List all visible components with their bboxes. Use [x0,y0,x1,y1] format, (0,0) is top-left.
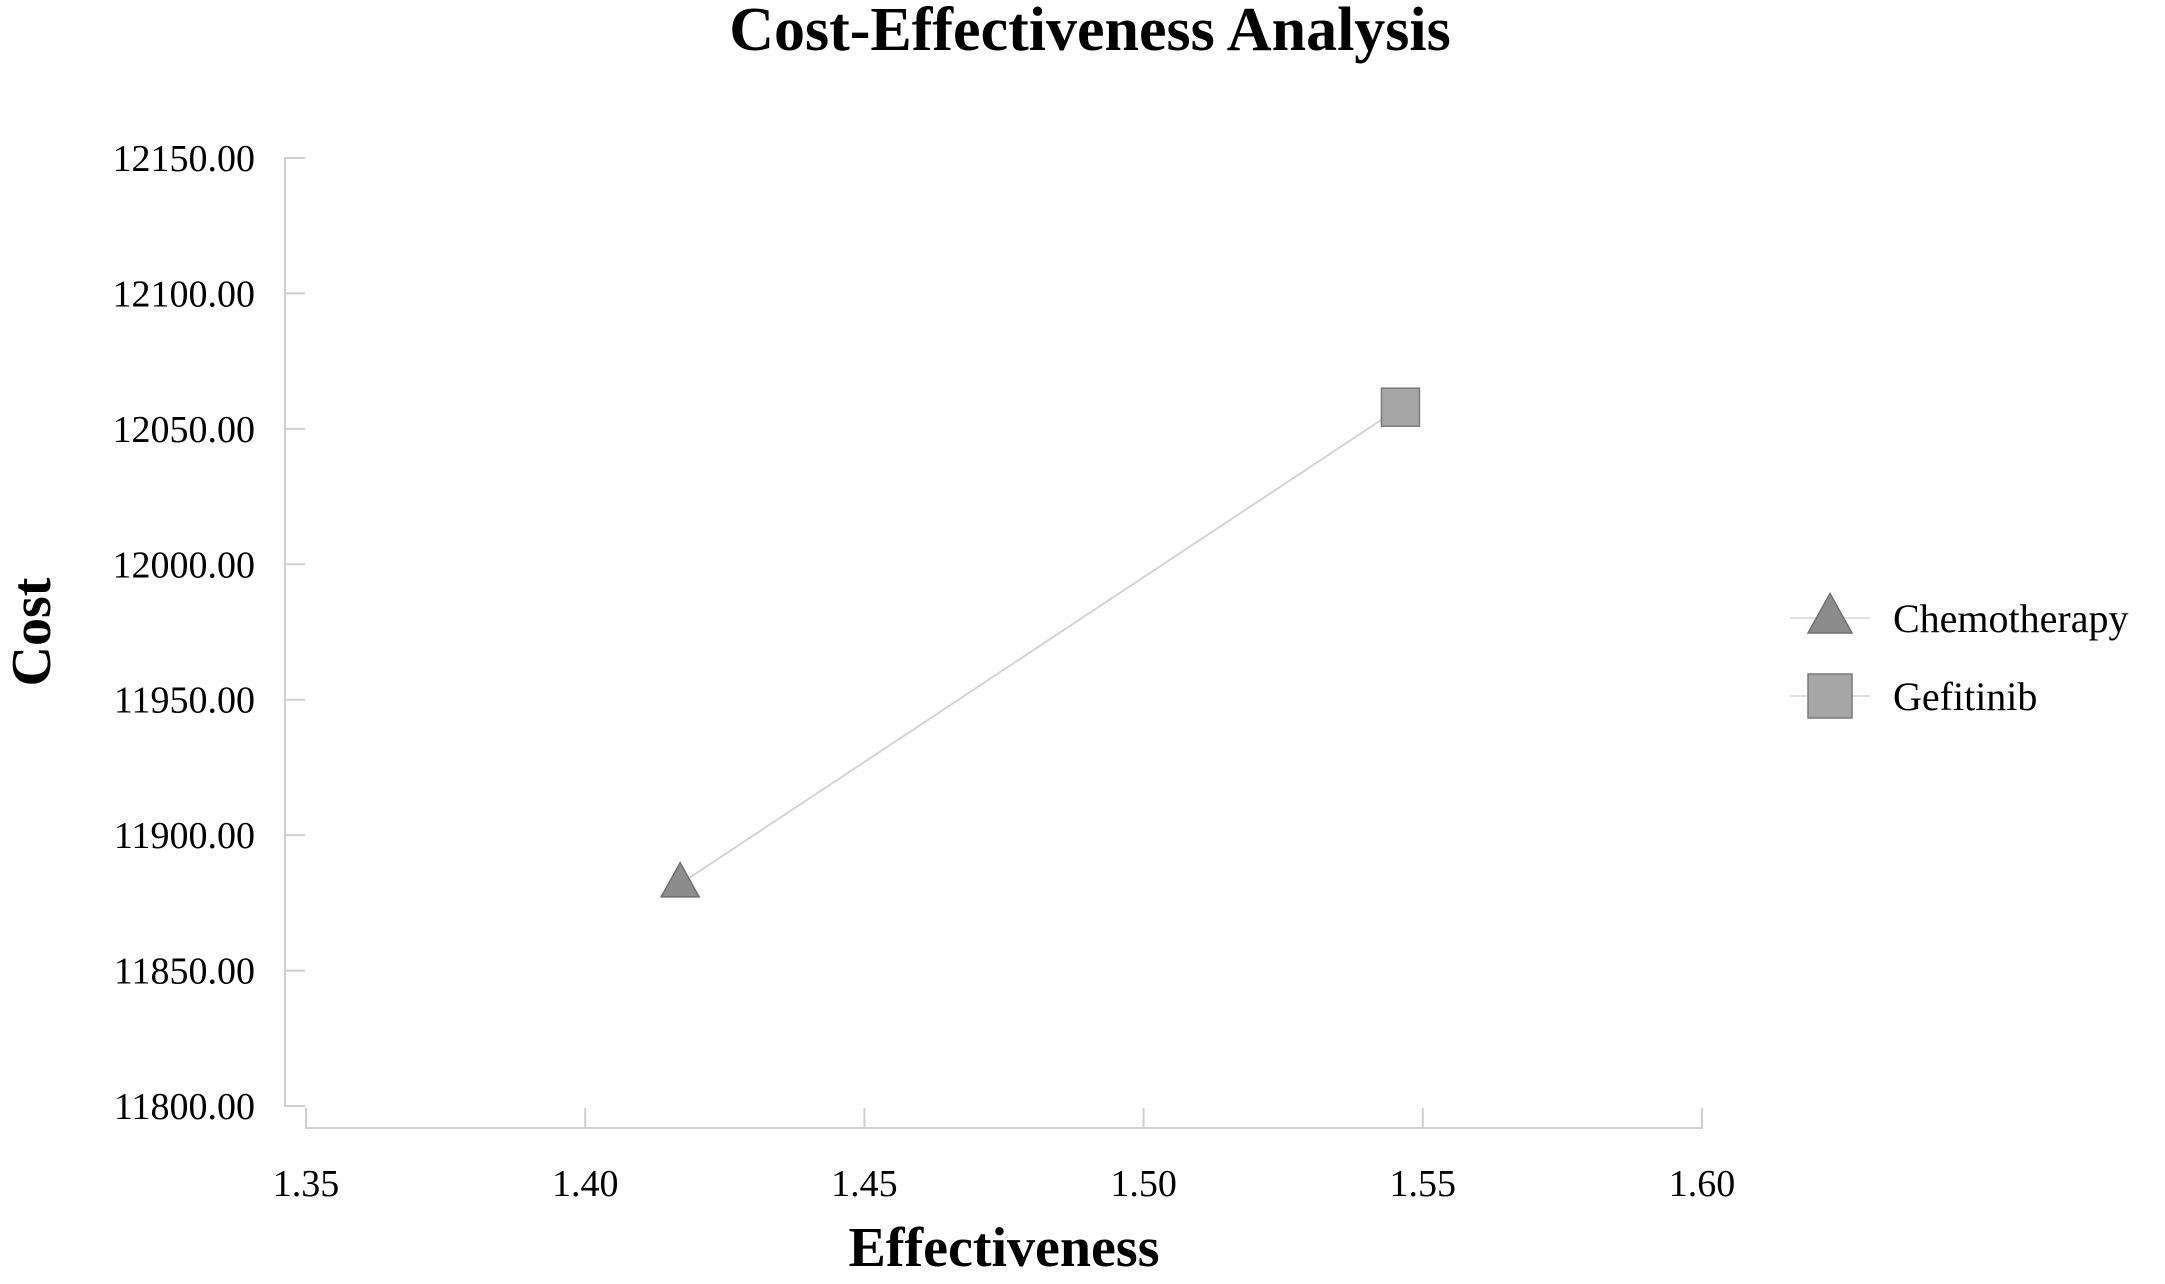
y-tick-label: 11900.00 [114,815,255,857]
y-tick-label: 12150.00 [113,138,256,180]
legend-marker-square [1807,673,1853,719]
x-axis-title: Effectiveness [848,1217,1159,1279]
x-tick-label: 1.60 [1669,1163,1736,1205]
frontier-line [679,406,1402,885]
legend: Chemotherapy Gefitinib [1790,591,2129,719]
y-tick-label: 12000.00 [113,544,256,586]
x-ticks: 1.35 1.40 1.45 1.50 1.55 1.60 [273,1108,1736,1205]
x-tick-label: 1.55 [1390,1163,1457,1205]
x-tick-label: 1.40 [552,1163,619,1205]
chart-title: Cost-Effectiveness Analysis [729,0,1451,64]
x-tick-label: 1.45 [831,1163,898,1205]
x-tick-label: 1.35 [273,1163,340,1205]
y-tick-label: 11800.00 [114,1086,255,1128]
y-tick-label: 11850.00 [114,951,255,993]
axes [284,158,1702,1129]
y-tick-label: 12100.00 [113,273,256,315]
data-point-gefitinib [1380,387,1421,427]
legend-label: Gefitinib [1893,674,2037,719]
y-axis-title: Cost [1,577,63,686]
legend-marker-triangle [1806,591,1854,634]
plot-area [659,387,1421,898]
y-tick-label: 12050.00 [113,409,256,451]
x-tick-label: 1.50 [1110,1163,1177,1205]
legend-label: Chemotherapy [1893,596,2129,641]
y-tick-label: 11950.00 [114,680,255,722]
data-point-chemotherapy [659,861,701,898]
y-ticks: 12150.00 12100.00 12050.00 12000.00 11950.00… [113,138,305,1128]
